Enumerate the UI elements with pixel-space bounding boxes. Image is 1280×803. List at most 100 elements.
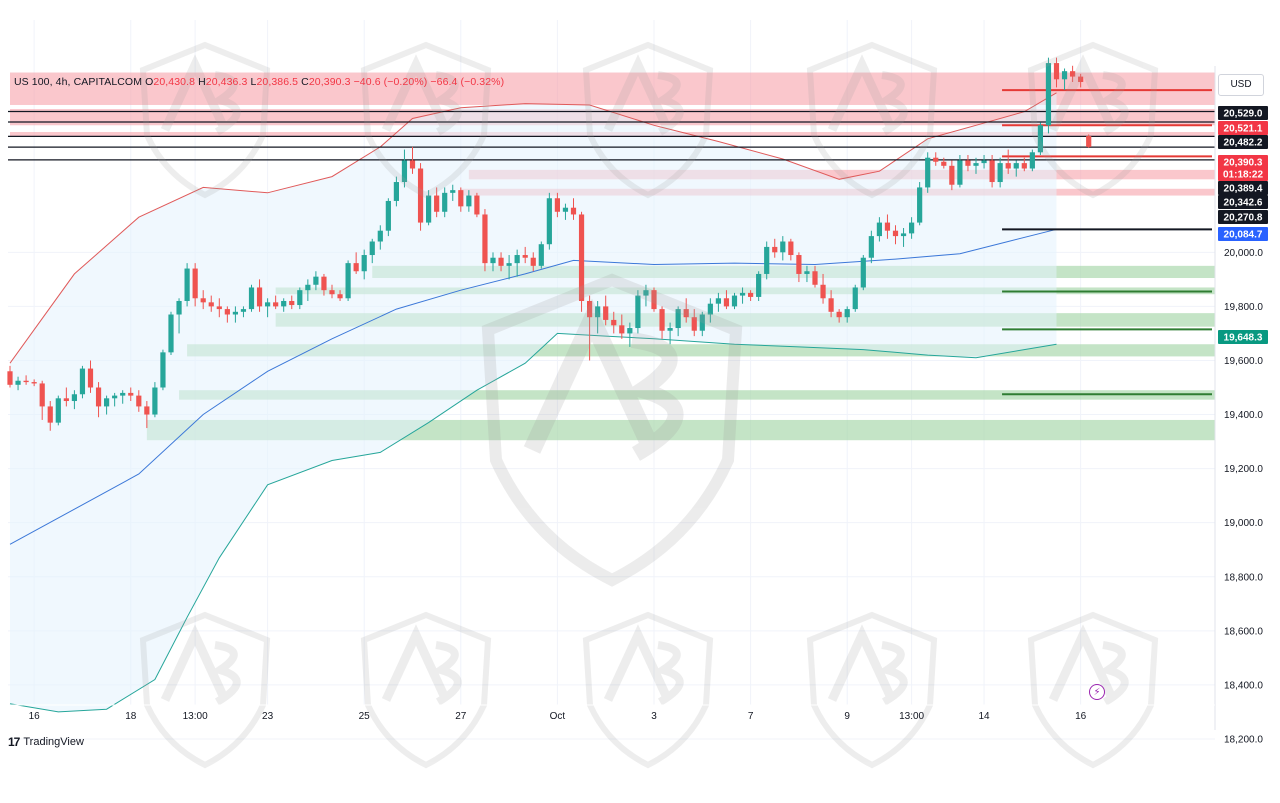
x-tick-label: 27 [455,711,467,722]
change-value: −40.6 (−0.20%) [353,76,428,88]
candle-body [707,303,713,315]
candle-body [836,311,842,318]
middle-band-line [9,228,1057,545]
candle-body [860,257,866,288]
x-tick-label: Oct [550,711,566,722]
candle-body [450,190,456,193]
candle-body [434,195,440,212]
watermark-letter [653,71,684,136]
watermark-letter [603,54,673,132]
candle-body [353,263,359,272]
tradingview-logo-icon: 17 [8,735,20,749]
candle-body [562,207,569,212]
x-tick-label: 14 [978,711,990,722]
x-tick-label: 16 [1075,711,1087,722]
candle-body [281,300,287,307]
price-label-box [1218,227,1268,241]
y-tick-label: 18,600.0 [1224,626,1263,637]
candle-body [329,290,335,295]
price-label-box [1218,167,1268,181]
watermark-letter [827,624,897,702]
candle-body [731,295,738,307]
candle-body [200,298,206,303]
price-label-box [1218,330,1268,344]
candle-body [104,398,110,407]
candle-body [1053,63,1060,80]
candle-body [756,273,762,297]
price-label: 20,389.4 [1224,184,1263,195]
watermark-letter [381,54,451,132]
watermark-logo-icon [139,41,271,199]
x-tick-label: 23 [262,711,274,722]
watermark-letter [431,641,462,706]
watermark-letter [1098,641,1129,706]
tradingview-brand[interactable]: 17 TradingView [8,735,84,749]
candle-body [265,302,271,307]
candle-body [554,198,560,212]
resistance-zone [468,169,1216,180]
watermark-shield [582,41,714,199]
watermark-shield [360,611,492,769]
candle-body [305,284,311,291]
candle-body [997,163,1003,183]
candle-body [393,182,399,201]
candle-body [442,192,448,212]
flash-icon[interactable]: ⚡ [1089,684,1105,700]
watermark-letter [431,71,462,136]
candle-body [884,222,891,231]
symbol-name: US 100, 4h, CAPITALCOM [14,76,143,88]
time-axis[interactable]: 16 18 13:00 23 25 27 Oct 3 7 9 13:00 14 16 [8,704,1215,722]
candle-body [675,309,681,329]
close-value: 20,390.3 [308,76,351,88]
candle-body [933,157,939,162]
candle-body [7,371,13,385]
candle-body [490,257,496,264]
y-tick-label: 18,400.0 [1224,680,1263,691]
candle-body [764,246,770,274]
watermark-shield [806,611,938,769]
candle-body [820,284,826,299]
candle-body [289,300,295,306]
candle-body [925,157,931,188]
price-label: 19,648.3 [1224,333,1263,344]
candle-body [120,392,126,396]
candle-body [385,200,391,231]
price-label-box [1218,195,1268,209]
candle-body [651,290,657,310]
candle-body [627,328,633,334]
candles [7,57,1092,431]
candle-body [474,195,480,215]
candle-body [538,244,544,266]
candle-body [635,295,641,329]
y-tick-label: 18,800.0 [1224,572,1263,583]
tradingview-name: TradingView [23,736,84,748]
candle-body [739,292,746,296]
watermark-letter [877,641,908,706]
lower-band-line [9,332,1057,713]
candle-body [297,290,303,306]
watermark-shield [806,41,938,199]
candle-body [1061,71,1068,80]
candle-body [1086,136,1092,147]
candle-body [79,368,86,395]
price-axis[interactable]: 18,200.0 18,400.0 18,600.0 18,800.0 19,000.0… [1214,66,1268,745]
candle-body [1037,125,1043,153]
watermark-logo-icon [806,611,938,769]
watermark-letter [1048,54,1118,132]
candle-body [546,198,552,245]
price-label-box [1218,121,1268,135]
candle-body [699,314,705,331]
candle-body [965,160,971,166]
candle-body [321,276,327,291]
price-label: 01:18:22 [1223,170,1263,181]
candle-body [900,233,907,237]
low-label: L [250,76,257,88]
currency-selector[interactable]: USD [1218,74,1264,96]
watermark-letter [623,332,684,461]
support-zone [179,390,1215,400]
candle-body [216,306,222,310]
candle-body [466,195,472,207]
price-label: 20,270.8 [1224,213,1263,224]
x-tick-label: 16 [29,711,41,722]
